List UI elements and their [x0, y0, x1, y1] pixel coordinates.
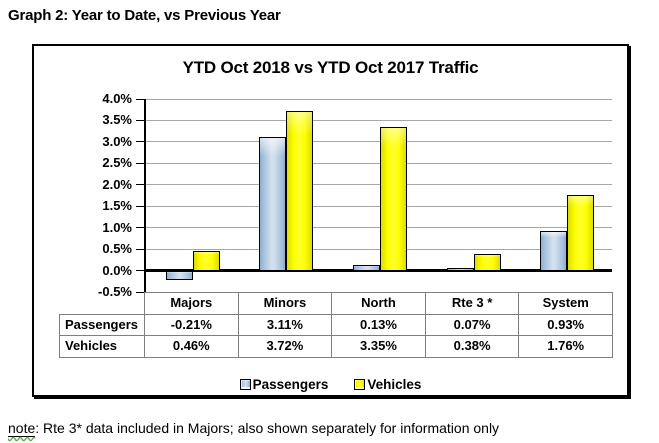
table-header-cell-north: North [331, 292, 426, 315]
table-cell-passengers-1-text: 3.11% [266, 316, 303, 332]
legend-label-vehicles: Vehicles [367, 376, 422, 392]
y-axis-tick [136, 291, 144, 293]
y-axis-label: -0.5% [98, 284, 132, 299]
gridline [146, 205, 612, 207]
table-header-cell-system: System [518, 292, 613, 315]
table-header-cell-minors-text: Minors [263, 295, 307, 310]
bar-passengers-rte-3 [446, 267, 474, 271]
y-axis-tick [136, 162, 144, 164]
gridline [146, 98, 612, 100]
y-axis-tick [136, 227, 144, 229]
table-cell-passengers-0: -0.21% [144, 313, 239, 336]
table-cell-passengers-4: 0.93% [518, 313, 613, 336]
y-axis-tick [136, 184, 144, 186]
chart-data-table: Majors Minors North Rte 3 * System Passengers… [59, 292, 614, 358]
gridline [146, 184, 612, 186]
y-axis-label: 1.0% [102, 219, 132, 235]
y-axis-tick [136, 141, 144, 143]
footnote-label: note [8, 420, 36, 437]
legend-item-vehicles: Vehicles [354, 377, 421, 392]
bar-vehicles-system [567, 195, 595, 271]
y-axis-label: 2.0% [102, 176, 132, 192]
legend-label-passengers: Passengers [252, 376, 329, 392]
y-axis-labels: 4.0% 3.5% 3.0% 2.5% 2.0% 1.5% 1.0% 0.5% 0.0% -0.5… [34, 92, 134, 299]
table-header-cell-majors: Majors [144, 292, 239, 315]
y-axis-tick [136, 248, 144, 250]
y-axis-label: 2.5% [102, 155, 132, 171]
bar-passengers-north [353, 264, 380, 271]
gridline [146, 162, 612, 164]
table-cell-vehicles-1: 3.72% [237, 335, 333, 358]
plot-area [136, 98, 612, 293]
table-cell-vehicles-4: 1.76% [518, 335, 613, 358]
table-cell-vehicles-2: 3.35% [331, 335, 426, 358]
doc-title: Graph 2: Year to Date, vs Previous Year [8, 7, 281, 24]
gridline [146, 119, 612, 121]
table-row-header-vehicles: Vehicles [59, 335, 145, 358]
y-axis-label: 3.5% [102, 112, 132, 128]
bar-passengers-minors [259, 137, 287, 271]
y-axis-tick [136, 98, 144, 100]
y-axis-tick [136, 270, 144, 272]
y-axis-label: 1.5% [102, 198, 132, 214]
legend-item-passengers: Passengers [239, 376, 329, 392]
table-cell-passengers-1: 3.11% [237, 313, 333, 336]
table-cell-vehicles-4-text: 1.76% [547, 338, 585, 353]
bar-vehicles-north [380, 126, 407, 271]
table-row-header-vehicles-text: Vehicles [65, 338, 118, 353]
table-cell-vehicles-0: 0.46% [144, 335, 239, 358]
table-cell-passengers-2: 0.13% [331, 313, 426, 336]
y-axis-label: 3.0% [102, 133, 132, 149]
table-cell-vehicles-1-text: 3.72% [266, 338, 304, 353]
table-cell-passengers-0-text: -0.21% [170, 316, 212, 332]
table-header-cell-north-text: North [361, 295, 396, 310]
table-cell-vehicles-2-text: 3.35% [360, 338, 397, 353]
y-axis-label: 4.0% [102, 91, 132, 106]
table-cell-passengers-2-text: 0.13% [360, 316, 397, 332]
gridline [146, 141, 612, 143]
gridline [146, 248, 612, 250]
chart-legend: Passengers Vehicles [34, 375, 627, 393]
y-axis-label: 0.5% [102, 241, 132, 257]
bar-passengers-majors [165, 270, 193, 280]
table-header-cell-minors: Minors [237, 292, 333, 315]
legend-key-vehicles-icon [354, 378, 366, 390]
chart-frame: YTD Oct 2018 vs YTD Oct 2017 Traffic 4.0… [32, 44, 629, 397]
table-cell-passengers-3: 0.07% [424, 313, 520, 336]
table-header-cell-majors-text: Majors [170, 295, 213, 310]
table-row-header-passengers: Passengers [59, 313, 145, 336]
bar-vehicles-minors [286, 111, 314, 271]
bar-passengers-system [540, 230, 568, 271]
footnote: note: Rte 3* data included in Majors; al… [8, 420, 500, 437]
legend-key-passengers-icon [239, 378, 251, 390]
table-header-cell-system-text: System [542, 295, 589, 310]
gridline [146, 227, 612, 229]
table-row-header-passengers-text: Passengers [65, 316, 138, 332]
table-cell-passengers-4-text: 0.93% [547, 316, 585, 332]
zero-axis-line [146, 269, 612, 273]
table-cell-vehicles-3: 0.38% [424, 335, 520, 358]
y-axis-label: 0.0% [102, 262, 132, 278]
table-cell-vehicles-3-text: 0.38% [453, 338, 491, 353]
y-axis-tick [136, 119, 144, 121]
y-axis-tick [136, 205, 144, 207]
footnote-text: : Rte 3* data included in Majors; also s… [35, 420, 500, 436]
table-cell-vehicles-0-text: 0.46% [172, 338, 210, 353]
table-header-cell-rte-3: Rte 3 * [424, 292, 520, 315]
chart-title: YTD Oct 2018 vs YTD Oct 2017 Traffic [182, 58, 479, 77]
bar-vehicles-rte-3 [473, 254, 501, 271]
table-cell-passengers-3-text: 0.07% [453, 316, 491, 332]
table-header-cell-rte-3-text: Rte 3 * [451, 295, 493, 310]
bar-vehicles-majors [192, 250, 220, 271]
